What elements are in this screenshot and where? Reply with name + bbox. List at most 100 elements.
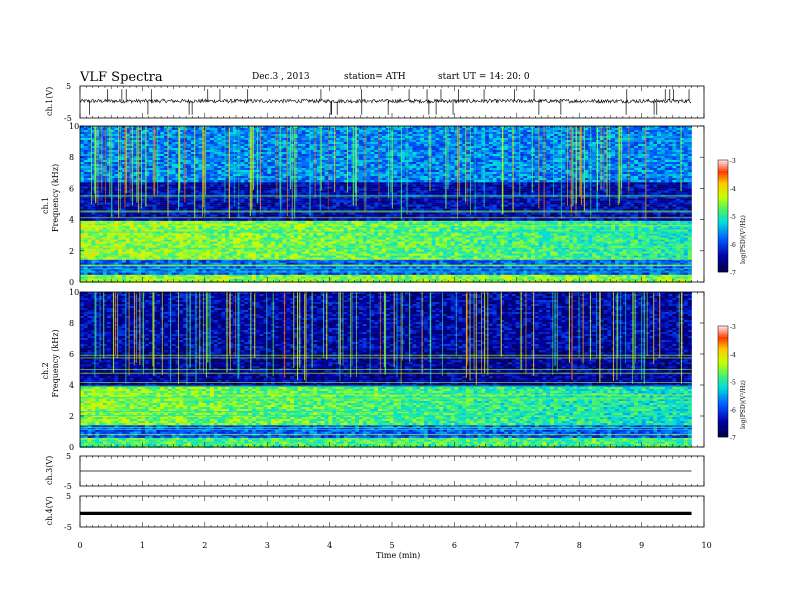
heatmap-cell — [585, 275, 589, 277]
heatmap-cell — [359, 263, 363, 265]
heatmap-cell — [359, 279, 363, 281]
heatmap-cell — [256, 279, 260, 281]
heatmap-cell — [99, 275, 103, 277]
heatmap-cell — [176, 263, 180, 265]
heatmap-cell — [585, 277, 589, 279]
heatmap-cell — [84, 279, 88, 281]
heatmap-cell — [248, 277, 252, 279]
heatmap-cell — [221, 277, 225, 279]
heatmap-cell — [623, 279, 627, 281]
heatmap-cell — [573, 275, 577, 277]
heatmap-cell — [271, 275, 275, 277]
heatmap-cell — [669, 261, 673, 263]
heatmap-cell — [210, 275, 214, 277]
heatmap-cell — [688, 279, 692, 281]
heatmap-cell — [374, 275, 378, 277]
heatmap-cell — [344, 263, 348, 265]
heatmap-cell — [237, 261, 241, 263]
heatmap-cell — [619, 275, 623, 277]
heatmap-cell — [191, 275, 195, 277]
heatmap-cell — [149, 277, 153, 279]
heatmap-cell — [363, 275, 367, 277]
heatmap-cell — [546, 275, 550, 277]
heatmap-cell — [237, 279, 241, 281]
heatmap-cell — [271, 261, 275, 263]
heatmap-cell — [298, 277, 302, 279]
heatmap-cell — [325, 263, 329, 265]
heatmap-cell — [386, 277, 390, 279]
heatmap-cell — [665, 275, 669, 277]
heatmap-cell — [95, 277, 99, 279]
heatmap-cell — [164, 277, 168, 279]
heatmap-cell — [122, 275, 126, 277]
heatmap-cell — [275, 275, 279, 277]
heatmap-cell — [634, 277, 638, 279]
heatmap-cell — [661, 261, 665, 263]
heatmap-cell — [321, 277, 325, 279]
heatmap-cell — [248, 279, 252, 281]
heatmap-cell — [256, 277, 260, 279]
heatmap-cell — [516, 279, 520, 281]
heatmap-cell — [321, 275, 325, 277]
heatmap-cell — [153, 277, 157, 279]
heatmap-cell — [225, 277, 229, 279]
heatmap-cell — [508, 277, 512, 279]
heatmap-cell — [172, 275, 176, 277]
heatmap-cell — [218, 261, 222, 263]
heatmap-cell — [627, 275, 631, 277]
heatmap-cell — [455, 263, 459, 265]
heatmap-cell — [615, 277, 619, 279]
heatmap-cell — [485, 275, 489, 277]
heatmap-cell — [386, 263, 390, 265]
heatmap-cell — [397, 263, 401, 265]
heatmap-cell — [206, 263, 210, 265]
heatmap-cell — [470, 277, 474, 279]
heatmap-cell — [477, 263, 481, 265]
heatmap-cell — [179, 275, 183, 277]
heatmap-cell — [562, 275, 566, 277]
heatmap-cell — [516, 277, 520, 279]
heatmap-cell — [317, 275, 321, 277]
heatmap-cell — [596, 261, 600, 263]
heatmap-cell — [122, 261, 126, 263]
heatmap-cell — [195, 261, 199, 263]
heatmap-cell — [466, 277, 470, 279]
heatmap-cell — [191, 263, 195, 265]
heatmap-cell — [672, 277, 676, 279]
heatmap-cell — [91, 263, 95, 265]
heatmap-cell — [187, 275, 191, 277]
heatmap-cell — [164, 275, 168, 277]
heatmap-cell — [378, 263, 382, 265]
heatmap-cell — [646, 277, 650, 279]
heatmap-cell — [573, 279, 577, 281]
heatmap-cell — [646, 261, 650, 263]
heatmap-cell — [160, 275, 164, 277]
heatmap-cell — [550, 261, 554, 263]
heatmap-cell — [585, 261, 589, 263]
heatmap-cell — [669, 277, 673, 279]
heatmap-cell — [183, 275, 187, 277]
heatmap-cell — [546, 261, 550, 263]
heatmap-cell — [137, 261, 141, 263]
heatmap-cell — [646, 275, 650, 277]
heatmap-cell — [378, 279, 382, 281]
heatmap-cell — [340, 277, 344, 279]
heatmap-cell — [229, 275, 233, 277]
heatmap-cell — [332, 263, 336, 265]
heatmap-cell — [630, 279, 634, 281]
heatmap-cell — [382, 275, 386, 277]
heatmap-cell — [592, 277, 596, 279]
heatmap-cell — [676, 277, 680, 279]
heatmap-cell — [393, 275, 397, 277]
heatmap-cell — [283, 261, 287, 263]
heatmap-cell — [562, 261, 566, 263]
heatmap-cell — [600, 279, 604, 281]
heatmap-cell — [527, 277, 531, 279]
heatmap-cell — [344, 279, 348, 281]
heatmap-cell — [653, 275, 657, 277]
heatmap-cell — [252, 277, 256, 279]
heatmap-cell — [325, 261, 329, 263]
heatmap-cell — [531, 263, 535, 265]
heatmap-cell — [198, 277, 202, 279]
heatmap-cell — [435, 263, 439, 265]
